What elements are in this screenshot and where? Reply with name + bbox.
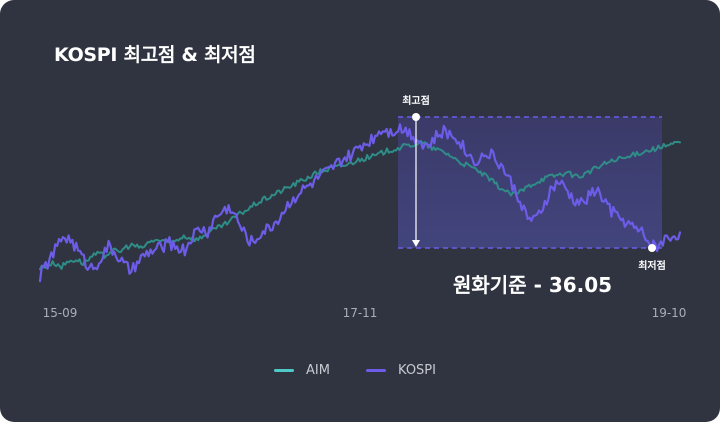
chart-title: KOSPI 최고점 & 최저점 bbox=[54, 44, 256, 66]
legend-label-kospi: KOSPI bbox=[398, 362, 436, 378]
x-tick-label: 15-09 bbox=[43, 306, 78, 320]
x-axis-ticks: 15-09 17-11 19-10 bbox=[43, 306, 687, 320]
x-tick-label: 19-10 bbox=[652, 306, 687, 320]
highlight-range bbox=[398, 116, 662, 249]
legend-item-aim[interactable]: AIM bbox=[274, 360, 330, 380]
series-line-kospi bbox=[38, 123, 682, 283]
legend-swatch-kospi bbox=[366, 368, 386, 372]
range-arrow-head bbox=[412, 240, 420, 247]
range-annotation: 원화기준 - 36.05 bbox=[453, 273, 612, 297]
high-point bbox=[412, 113, 420, 121]
legend-item-kospi[interactable]: KOSPI bbox=[366, 360, 436, 380]
series-lines bbox=[38, 123, 682, 283]
high-label: 최고점 bbox=[402, 94, 430, 107]
legend-label-aim: AIM bbox=[306, 362, 330, 378]
highlight-rect bbox=[398, 117, 662, 248]
series-line-aim bbox=[39, 139, 681, 271]
legend: AIM KOSPI bbox=[0, 360, 720, 380]
low-label: 최저점 bbox=[638, 259, 666, 272]
low-point bbox=[648, 244, 656, 252]
x-tick-label: 17-11 bbox=[343, 306, 378, 320]
legend-swatch-aim bbox=[274, 368, 294, 372]
